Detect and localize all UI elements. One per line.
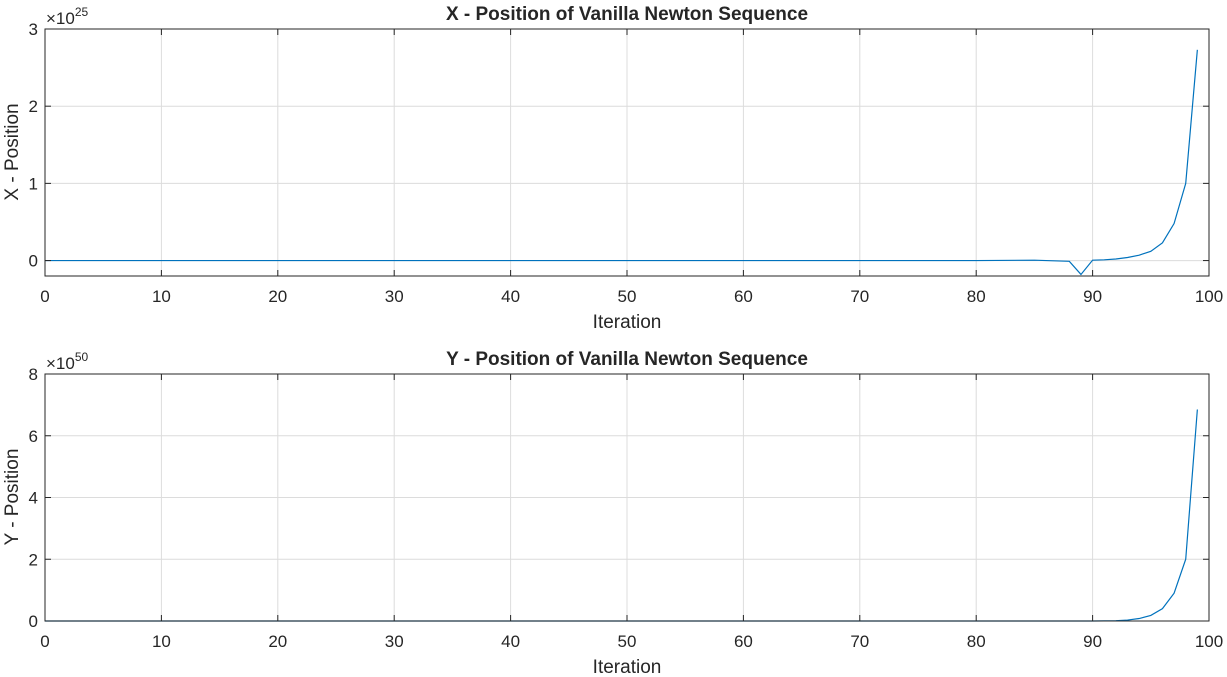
y-tick-label: 2: [29, 97, 38, 116]
y-tick-label: 3: [29, 20, 38, 39]
x-tick-label: 20: [268, 287, 287, 306]
exponent-base: ×10: [46, 9, 75, 28]
series-line: [45, 49, 1198, 276]
y-axis-exponent: ×1025: [46, 5, 89, 28]
y-axis-label: X - Position: [2, 103, 23, 200]
data-line: [45, 49, 1198, 276]
x-tick-label: 40: [501, 632, 520, 651]
data-line: [45, 409, 1198, 622]
x-tick-label: 90: [1083, 287, 1102, 306]
y-tick-labels: 0 1 2 3: [29, 20, 38, 271]
y-tick-label: 4: [29, 489, 38, 508]
chart-title: X - Position of Vanilla Newton Sequence: [446, 4, 808, 25]
x-tick-label: 60: [734, 287, 753, 306]
x-tick-label: 0: [40, 287, 49, 306]
y-tick-label: 0: [29, 612, 38, 631]
y-axis-label: Y - Position: [2, 449, 23, 546]
x-tick-label: 60: [734, 632, 753, 651]
y-tick-label: 6: [29, 427, 38, 446]
x-axis-label: Iteration: [593, 657, 662, 677]
grid-lines: [44, 28, 1210, 276]
axes-box: [44, 373, 1210, 622]
x-tick-label: 0: [40, 632, 49, 651]
x-axis-label: Iteration: [593, 312, 662, 333]
y-axis-exponent: ×1050: [46, 350, 89, 373]
grid-lines: [44, 373, 1210, 622]
chart-title: Y - Position of Vanilla Newton Sequence: [446, 349, 808, 370]
x-tick-label: 80: [967, 632, 986, 651]
subplot-x-position: X - Position of Vanilla Newton Sequence …: [2, 4, 1223, 333]
y-tick-label: 1: [29, 174, 38, 193]
subplot-y-position: Y - Position of Vanilla Newton Sequence …: [2, 349, 1223, 677]
y-tick-label: 2: [29, 550, 38, 569]
x-tick-label: 20: [268, 632, 287, 651]
x-tick-label: 70: [850, 287, 869, 306]
x-tick-label: 30: [385, 287, 404, 306]
axes-box: [44, 28, 1210, 277]
x-tick-label: 50: [618, 632, 637, 651]
x-tick-label: 10: [152, 287, 171, 306]
x-tick-label: 40: [501, 287, 520, 306]
x-tick-label: 10: [152, 632, 171, 651]
y-tick-labels: 0 2 4 6 8: [29, 365, 38, 631]
x-tick-label: 30: [385, 632, 404, 651]
x-tick-labels: 0 10 20 30 40 50 60 70 80 90 100: [40, 632, 1223, 651]
exponent-base: ×10: [46, 354, 75, 373]
x-tick-label: 100: [1195, 287, 1223, 306]
x-tick-label: 90: [1083, 632, 1102, 651]
x-tick-label: 70: [850, 632, 869, 651]
x-tick-label: 50: [618, 287, 637, 306]
x-tick-label: 100: [1195, 632, 1223, 651]
x-tick-labels: 0 10 20 30 40 50 60 70 80 90 100: [40, 287, 1223, 306]
x-tick-label: 80: [967, 287, 986, 306]
y-tick-label: 0: [29, 252, 38, 271]
y-tick-label: 8: [29, 365, 38, 384]
exponent-power: 50: [75, 350, 89, 364]
exponent-power: 25: [75, 5, 89, 19]
series-line: [45, 409, 1198, 622]
